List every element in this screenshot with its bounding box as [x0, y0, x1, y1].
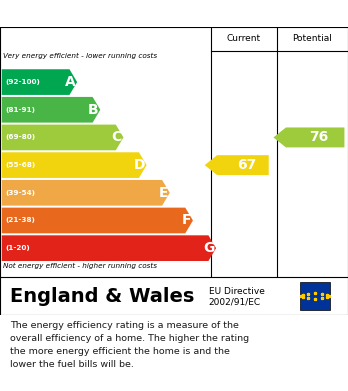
Text: (92-100): (92-100)	[5, 79, 40, 85]
Text: Current: Current	[227, 34, 261, 43]
Polygon shape	[2, 180, 170, 206]
Text: C: C	[111, 131, 122, 144]
Polygon shape	[205, 155, 269, 175]
Text: (55-68): (55-68)	[5, 162, 35, 168]
Text: Very energy efficient - lower running costs: Very energy efficient - lower running co…	[3, 53, 158, 59]
Text: A: A	[65, 75, 76, 89]
Polygon shape	[274, 127, 345, 147]
Text: EU Directive: EU Directive	[209, 287, 265, 296]
Text: D: D	[133, 158, 145, 172]
Text: B: B	[88, 103, 98, 117]
Polygon shape	[2, 69, 77, 95]
Polygon shape	[2, 208, 193, 233]
Text: (69-80): (69-80)	[5, 135, 35, 140]
Text: 2002/91/EC: 2002/91/EC	[209, 298, 261, 307]
Polygon shape	[2, 97, 100, 123]
Polygon shape	[2, 125, 124, 150]
Text: Energy Efficiency Rating: Energy Efficiency Rating	[10, 6, 213, 21]
Text: Potential: Potential	[292, 34, 332, 43]
Text: G: G	[203, 241, 214, 255]
Text: The energy efficiency rating is a measure of the
overall efficiency of a home. T: The energy efficiency rating is a measur…	[10, 321, 250, 369]
Polygon shape	[2, 235, 216, 261]
Polygon shape	[2, 152, 147, 178]
Text: 67: 67	[237, 158, 256, 172]
Text: (39-54): (39-54)	[5, 190, 35, 196]
Text: 76: 76	[309, 131, 328, 144]
Bar	[300, 282, 330, 310]
Text: F: F	[182, 213, 191, 228]
Text: England & Wales: England & Wales	[10, 287, 195, 305]
Text: (81-91): (81-91)	[5, 107, 35, 113]
Text: (21-38): (21-38)	[5, 217, 35, 224]
Text: (1-20): (1-20)	[5, 245, 30, 251]
Text: E: E	[159, 186, 168, 200]
Text: Not energy efficient - higher running costs: Not energy efficient - higher running co…	[3, 263, 158, 269]
